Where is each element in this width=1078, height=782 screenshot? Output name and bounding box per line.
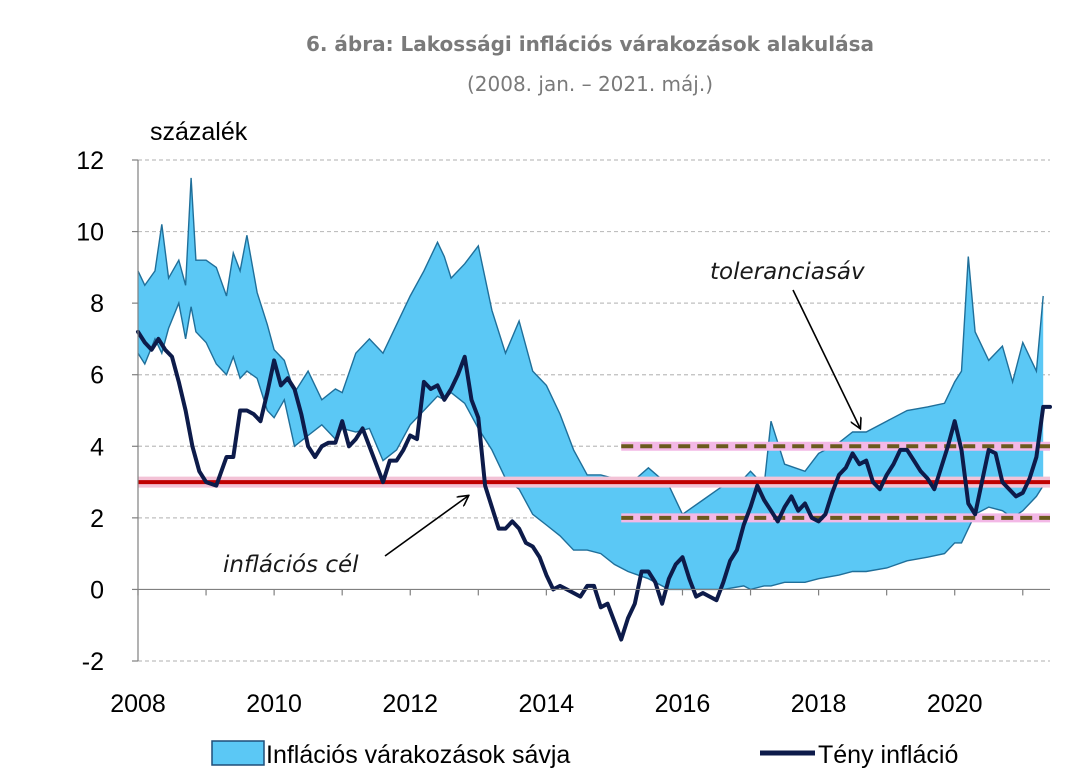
expectations-band-area	[138, 177, 1044, 590]
y-tick-label: 4	[90, 433, 104, 461]
actual-inflation-line	[136, 329, 1052, 642]
chart-title: 6. ábra: Lakossági inflációs várakozások…	[306, 32, 874, 56]
annotation-target-arrow	[384, 496, 468, 557]
annotation-tolerance-text: toleranciasáv	[710, 259, 865, 285]
annotation-target: inflációs cél	[223, 496, 468, 578]
y-tick-label: 0	[90, 576, 104, 604]
y-tick-label: 10	[76, 219, 104, 247]
y-tick-label: 2	[90, 505, 104, 533]
x-tick-label: 2012	[382, 690, 438, 718]
y-tick-label: 8	[90, 290, 104, 318]
annotation-target-text: inflációs cél	[223, 552, 359, 578]
x-tick-label: 2010	[246, 690, 302, 718]
expectations-band-lower-edge	[137, 300, 1044, 591]
annotation-tolerance-arrow	[792, 289, 860, 428]
legend-band-label: Inflációs várakozások sávja	[266, 741, 570, 769]
y-tick-labels: -2 0 2 4 6 8 10 12	[76, 147, 104, 676]
y-tick-label: 12	[76, 147, 104, 175]
annotation-tolerance: toleranciasáv	[710, 259, 865, 428]
reference-lines	[138, 441, 1050, 523]
y-tick-label: -2	[82, 648, 104, 676]
x-tick-label: 2008	[110, 690, 166, 718]
expectations-band	[137, 177, 1044, 591]
x-tick-label: 2020	[927, 690, 983, 718]
x-tick-label: 2014	[519, 690, 575, 718]
axes	[132, 159, 1050, 662]
expectations-band-upper-edge	[137, 177, 1044, 516]
legend: Inflációs várakozások sávja Tény infláci…	[211, 740, 958, 769]
y-tick-label: 6	[90, 362, 104, 390]
x-tick-labels: 2008 2010 2012 2014 2016 2018 2020	[110, 690, 982, 718]
x-tick-label: 2016	[655, 690, 711, 718]
chart-subtitle: (2008. jan. – 2021. máj.)	[467, 72, 713, 96]
x-tick-label: 2018	[791, 690, 847, 718]
y-axis-unit-label: százalék	[150, 118, 248, 146]
legend-band-swatch	[211, 740, 265, 766]
actual-inflation-line-group	[136, 329, 1052, 642]
legend-actual-label: Tény infláció	[818, 741, 958, 769]
